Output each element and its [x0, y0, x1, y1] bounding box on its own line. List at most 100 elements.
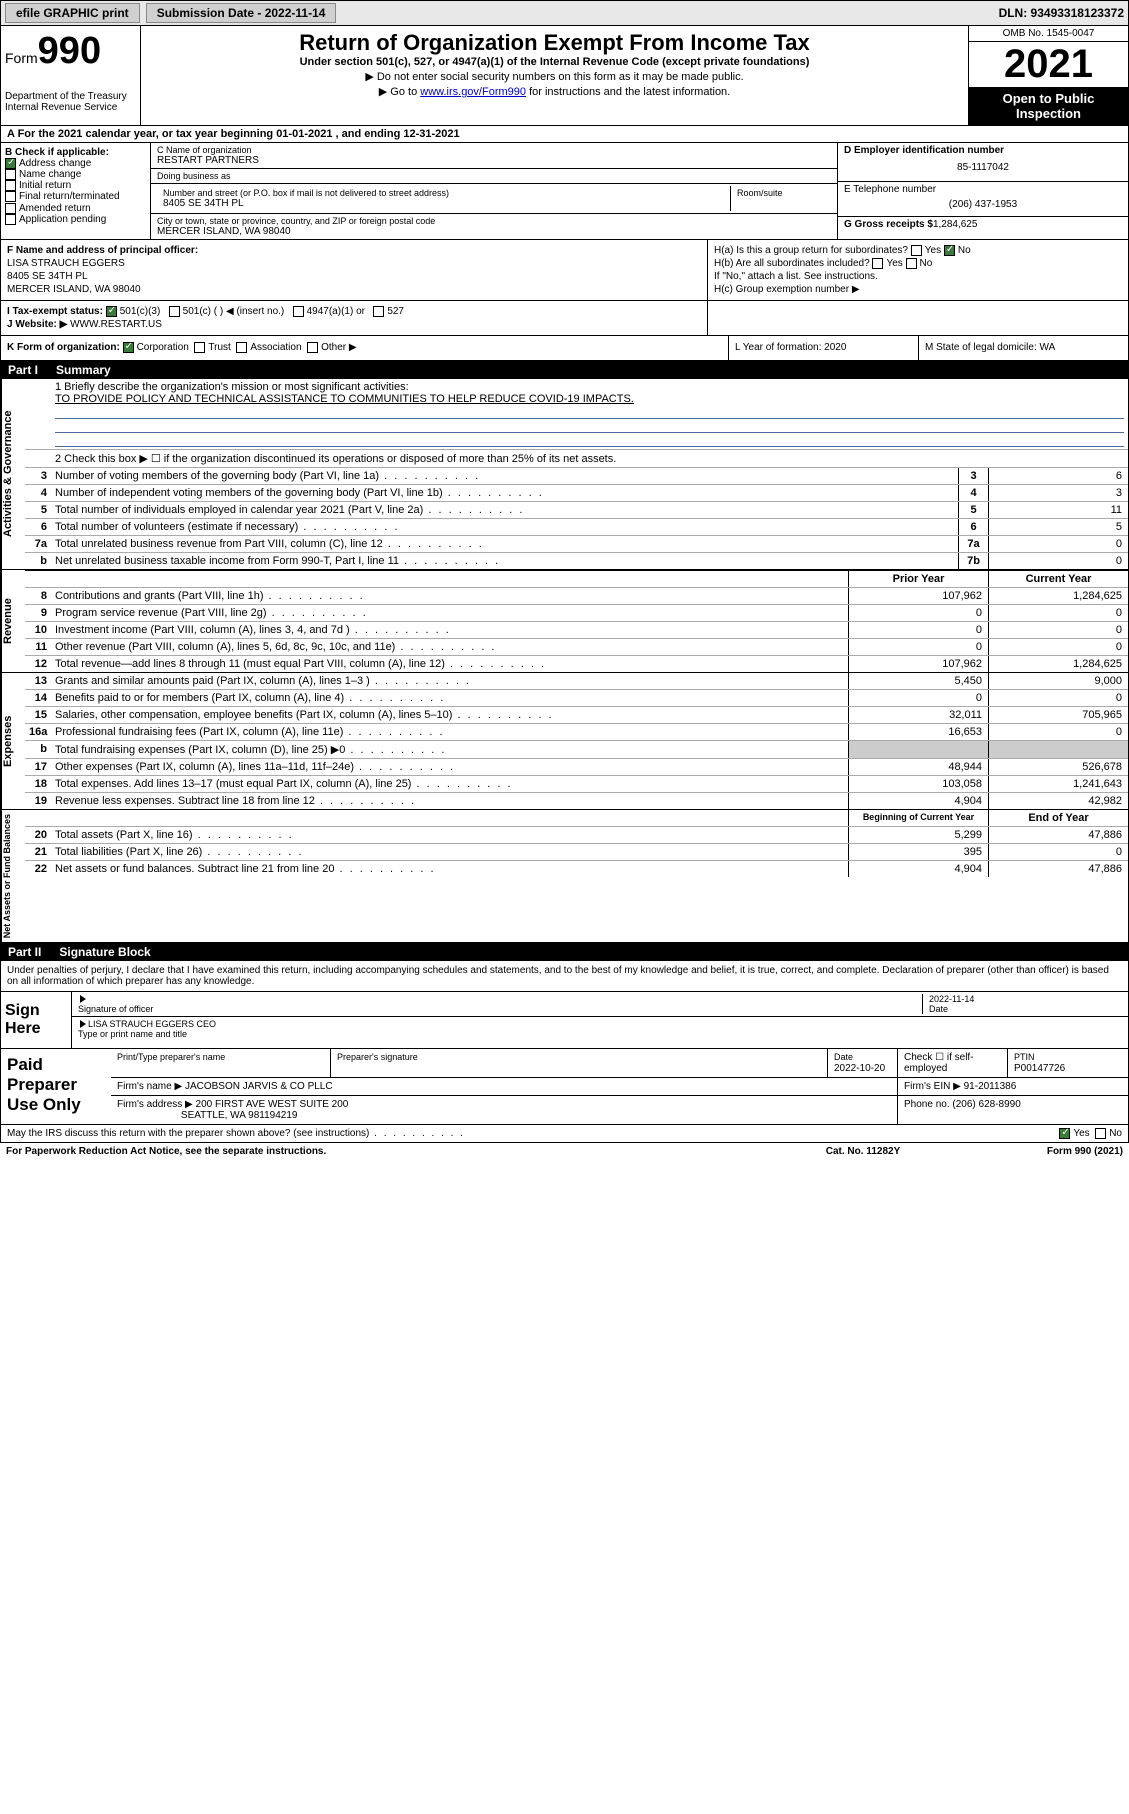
gov-row: 7aTotal unrelated business revenue from …: [25, 536, 1128, 553]
data-row: 11Other revenue (Part VIII, column (A), …: [25, 639, 1128, 656]
officer-name: LISA STRAUCH EGGERS: [7, 258, 701, 269]
data-row: 13Grants and similar amounts paid (Part …: [25, 673, 1128, 690]
firm-addr1: 200 FIRST AVE WEST SUITE 200: [196, 1099, 349, 1110]
sig-date: 2022-11-14: [929, 994, 974, 1004]
firm-name: JACOBSON JARVIS & CO PLLC: [185, 1081, 333, 1092]
hb-note: If "No," attach a list. See instructions…: [714, 271, 1122, 282]
check-amended-return[interactable]: Amended return: [5, 203, 146, 214]
form-title: Return of Organization Exempt From Incom…: [149, 30, 960, 56]
submission-date-button[interactable]: Submission Date - 2022-11-14: [146, 3, 337, 23]
form-header: Form990 Department of the Treasury Inter…: [0, 26, 1129, 126]
gov-row: 6Total number of volunteers (estimate if…: [25, 519, 1128, 536]
form-note-ssn: ▶ Do not enter social security numbers o…: [149, 70, 960, 83]
b-label: B Check if applicable:: [5, 147, 109, 158]
omb-number: OMB No. 1545-0047: [969, 26, 1128, 42]
begin-year-hdr: Beginning of Current Year: [848, 810, 988, 826]
efile-print-button[interactable]: efile GRAPHIC print: [5, 3, 140, 23]
declaration: Under penalties of perjury, I declare th…: [0, 961, 1129, 992]
room-label: Room/suite: [737, 188, 825, 198]
d-ein-label: D Employer identification number: [844, 145, 1004, 156]
summary-net-assets: Net Assets or Fund Balances Beginning of…: [0, 810, 1129, 943]
firm-ein: 91-2011386: [964, 1081, 1017, 1092]
j-label: J Website: ▶: [7, 319, 67, 330]
part2-header: Part II Signature Block: [0, 943, 1129, 961]
officer-addr1: 8405 SE 34TH PL: [7, 271, 701, 282]
i-label: I Tax-exempt status:: [7, 306, 103, 317]
hc-label: H(c) Group exemption number ▶: [714, 284, 1122, 295]
gov-row: bNet unrelated business taxable income f…: [25, 553, 1128, 569]
data-row: 10Investment income (Part VIII, column (…: [25, 622, 1128, 639]
city-label: City or town, state or province, country…: [157, 216, 831, 226]
summary-revenue: Revenue Prior Year Current Year 8Contrib…: [0, 570, 1129, 673]
footer: For Paperwork Reduction Act Notice, see …: [0, 1143, 1129, 1160]
form-subtitle: Under section 501(c), 527, or 4947(a)(1)…: [149, 56, 960, 68]
irs-link[interactable]: www.irs.gov/Form990: [420, 86, 526, 98]
dept-label: Department of the Treasury Internal Reve…: [5, 91, 136, 113]
f-label: F Name and address of principal officer:: [7, 245, 198, 256]
data-row: 19Revenue less expenses. Subtract line 1…: [25, 793, 1128, 809]
check-application-pending[interactable]: Application pending: [5, 214, 146, 225]
discuss-row: May the IRS discuss this return with the…: [0, 1125, 1129, 1143]
open-to-public: Open to Public Inspection: [969, 87, 1128, 125]
website-value: WWW.RESTART.US: [70, 319, 162, 330]
section-bcde: B Check if applicable: Address change Na…: [0, 143, 1129, 240]
gross-receipts: 1,284,625: [933, 219, 978, 230]
data-row: 9Program service revenue (Part VIII, lin…: [25, 605, 1128, 622]
check-address-change[interactable]: Address change: [5, 158, 146, 169]
ha-label: H(a) Is this a group return for subordin…: [714, 245, 908, 256]
data-row: 21Total liabilities (Part X, line 26)395…: [25, 844, 1128, 861]
sign-here-label: Sign Here: [1, 992, 71, 1048]
data-row: 12Total revenue—add lines 8 through 11 (…: [25, 656, 1128, 672]
form-no-footer: Form 990 (2021): [963, 1146, 1123, 1157]
data-row: 8Contributions and grants (Part VIII, li…: [25, 588, 1128, 605]
current-year-hdr: Current Year: [988, 571, 1128, 587]
firm-phone: (206) 628-8990: [952, 1099, 1020, 1110]
gov-row: 5Total number of individuals employed in…: [25, 502, 1128, 519]
data-row: 22Net assets or fund balances. Subtract …: [25, 861, 1128, 877]
vtab-revenue: Revenue: [1, 570, 25, 672]
data-row: 20Total assets (Part X, line 16)5,29947,…: [25, 827, 1128, 844]
check-name-change[interactable]: Name change: [5, 169, 146, 180]
section-klm: K Form of organization: Corporation Trus…: [0, 336, 1129, 360]
addr-label: Number and street (or P.O. box if mail i…: [163, 188, 724, 198]
prior-year-hdr: Prior Year: [848, 571, 988, 587]
officer-addr2: MERCER ISLAND, WA 98040: [7, 284, 701, 295]
officer-print-name: LISA STRAUCH EGGERS CEO: [88, 1019, 216, 1029]
row-a-tax-year: A For the 2021 calendar year, or tax yea…: [0, 126, 1129, 143]
ein-value: 85-1117042: [844, 156, 1122, 179]
mission-text: TO PROVIDE POLICY AND TECHNICAL ASSISTAN…: [55, 393, 1124, 405]
form-number: Form990: [5, 30, 136, 73]
m-state-domicile: M State of legal domicile: WA: [918, 336, 1128, 359]
mission-label: 1 Briefly describe the organization's mi…: [55, 381, 1124, 393]
org-city: MERCER ISLAND, WA 98040: [157, 226, 291, 237]
end-year-hdr: End of Year: [988, 810, 1128, 826]
top-bar: efile GRAPHIC print Submission Date - 20…: [0, 0, 1129, 26]
paid-preparer: Paid Preparer Use Only Print/Type prepar…: [0, 1049, 1129, 1125]
form-note-link: ▶ Go to www.irs.gov/Form990 for instruct…: [149, 85, 960, 98]
c-name-label: C Name of organization: [157, 145, 831, 155]
check-final-return[interactable]: Final return/terminated: [5, 191, 146, 202]
gov-row: 4Number of independent voting members of…: [25, 485, 1128, 502]
summary-expenses: Expenses 13Grants and similar amounts pa…: [0, 673, 1129, 810]
data-row: 14Benefits paid to or for members (Part …: [25, 690, 1128, 707]
tax-year: 2021: [969, 42, 1128, 87]
ptin: P00147726: [1014, 1063, 1065, 1074]
part1-header: Part I Summary: [0, 361, 1129, 379]
paid-preparer-label: Paid Preparer Use Only: [1, 1049, 111, 1124]
data-row: 16aProfessional fundraising fees (Part I…: [25, 724, 1128, 741]
gov-row: 3Number of voting members of the governi…: [25, 468, 1128, 485]
hb-label: H(b) Are all subordinates included?: [714, 258, 870, 269]
section-fh: F Name and address of principal officer:…: [0, 240, 1129, 301]
vtab-governance: Activities & Governance: [1, 379, 25, 569]
dln-label: DLN: 93493318123372: [999, 6, 1124, 20]
section-ij: I Tax-exempt status: 501(c)(3) 501(c) ( …: [0, 301, 1129, 336]
cat-no: Cat. No. 11282Y: [763, 1146, 963, 1157]
org-address: 8405 SE 34TH PL: [163, 198, 244, 209]
phone-value: (206) 437-1953: [844, 195, 1122, 214]
e-phone-label: E Telephone number: [844, 184, 936, 195]
l-year-formation: L Year of formation: 2020: [728, 336, 918, 359]
data-row: 17Other expenses (Part IX, column (A), l…: [25, 759, 1128, 776]
vtab-net-assets: Net Assets or Fund Balances: [1, 810, 25, 942]
firm-addr2: SEATTLE, WA 981194219: [181, 1110, 298, 1121]
check-initial-return[interactable]: Initial return: [5, 180, 146, 191]
